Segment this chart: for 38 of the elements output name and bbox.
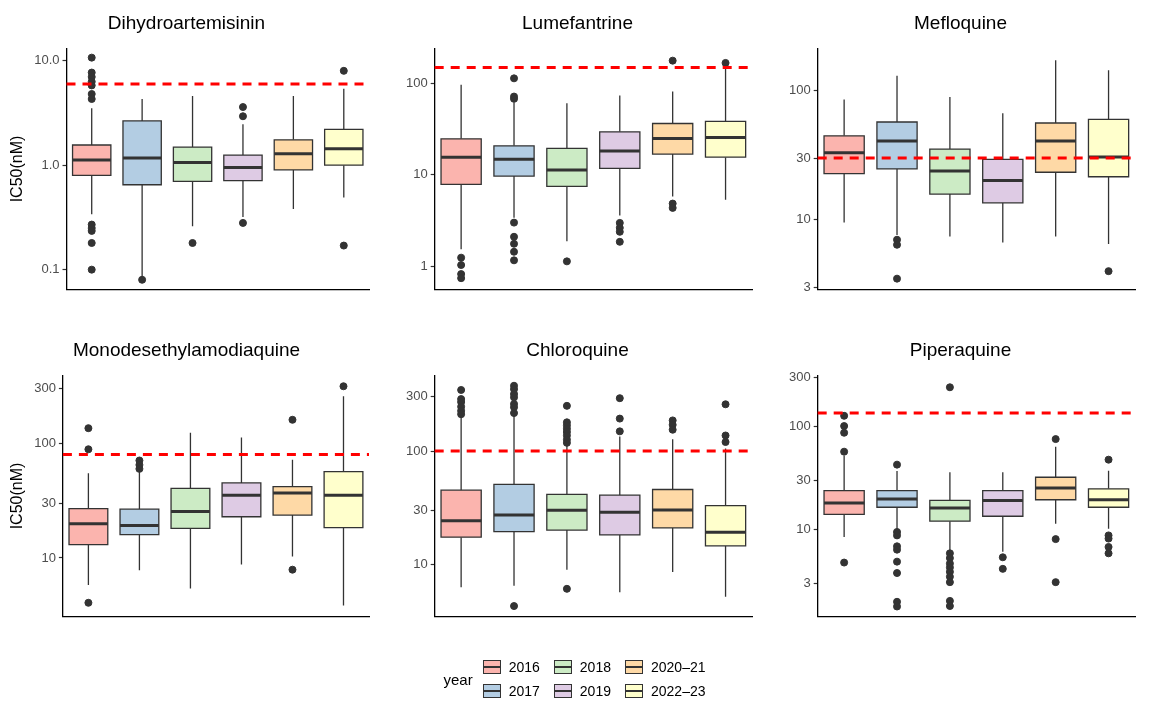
chart-title: Dihydroartemisinin — [107, 11, 266, 33]
chart-title: Chloroquine — [526, 338, 629, 360]
y-tick-label: 3 — [803, 278, 811, 294]
legend-label: 2018 — [579, 659, 611, 675]
y-tick-label: 100 — [34, 435, 56, 451]
y-tick-label: 1.0 — [41, 156, 60, 172]
y-tick-label: 300 — [34, 380, 56, 396]
y-tick-label: 300 — [405, 388, 428, 404]
y-tick-label: 10 — [41, 549, 56, 565]
chart-title: Mefloquine — [914, 11, 1007, 33]
y-tick-label: 3 — [803, 575, 811, 591]
chart-title: Monodesethylamodiaquine — [72, 338, 301, 360]
y-tick-label: 10 — [413, 166, 428, 182]
y-tick-label: 300 — [788, 368, 811, 384]
y-tick-label: 0.1 — [41, 261, 60, 277]
y-axis-title: IC50(nM) — [8, 462, 26, 530]
y-tick-label: 10 — [796, 211, 811, 227]
y-tick-label: 30 — [41, 494, 56, 510]
y-tick-label: 10 — [796, 521, 811, 537]
y-tick-label: 10 — [413, 556, 428, 572]
legend-label: 2022–23 — [650, 683, 706, 699]
legend-label: 2020–21 — [650, 659, 706, 675]
y-tick-label: 30 — [413, 501, 428, 517]
chart-title: Lumefantrine — [522, 11, 633, 33]
legend-title: year — [443, 670, 473, 688]
y-tick-label: 1 — [420, 257, 428, 273]
legend-label: 2016 — [508, 659, 540, 675]
chart-title: Piperaquine — [909, 338, 1012, 360]
y-tick-label: 100 — [405, 75, 428, 91]
legend-label: 2017 — [508, 683, 540, 699]
y-tick-label: 100 — [788, 418, 811, 434]
legend-label: 2019 — [579, 683, 611, 699]
y-tick-label: 100 — [788, 82, 811, 98]
y-tick-label: 10.0 — [34, 52, 60, 68]
y-tick-label: 30 — [796, 149, 811, 165]
y-axis-title: IC50(nM) — [8, 135, 26, 203]
y-tick-label: 100 — [405, 442, 428, 458]
y-tick-label: 30 — [796, 472, 811, 488]
